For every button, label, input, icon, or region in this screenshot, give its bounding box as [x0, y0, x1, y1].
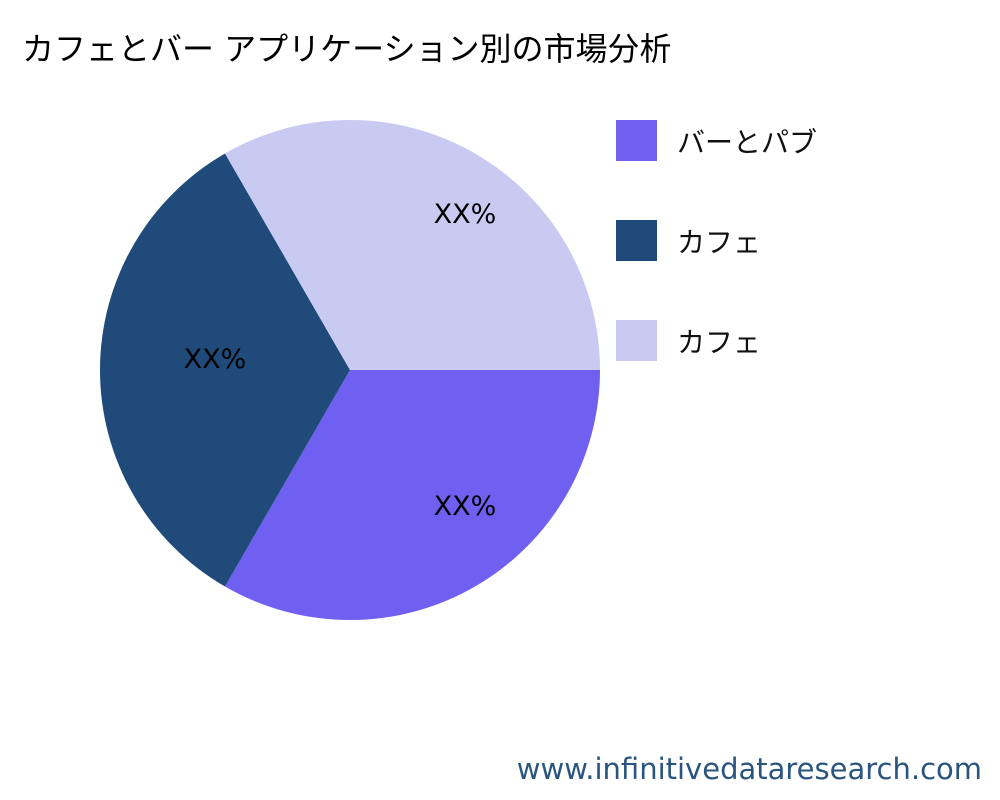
legend-item: バーとパブ [616, 120, 817, 161]
slice-label: XX% [184, 344, 247, 375]
pie-slice [225, 119, 600, 370]
pie-slice [225, 370, 600, 620]
slice-label: XX% [434, 491, 497, 522]
legend-item: カフェ [616, 220, 761, 261]
slice-label: XX% [434, 199, 497, 230]
legend-label: カフェ [677, 325, 762, 359]
legend-item: カフェ [616, 320, 761, 361]
legend-swatch [616, 120, 657, 161]
legend-swatch [616, 320, 657, 361]
legend-swatch [616, 220, 657, 261]
legend-label: カフェ [677, 225, 762, 259]
chart-title: カフェとバー アプリケーション別の市場分析 [22, 30, 672, 68]
legend-label: バーとパブ [677, 125, 818, 159]
watermark[interactable]: www.infinitivedataresearch.com [516, 752, 982, 786]
